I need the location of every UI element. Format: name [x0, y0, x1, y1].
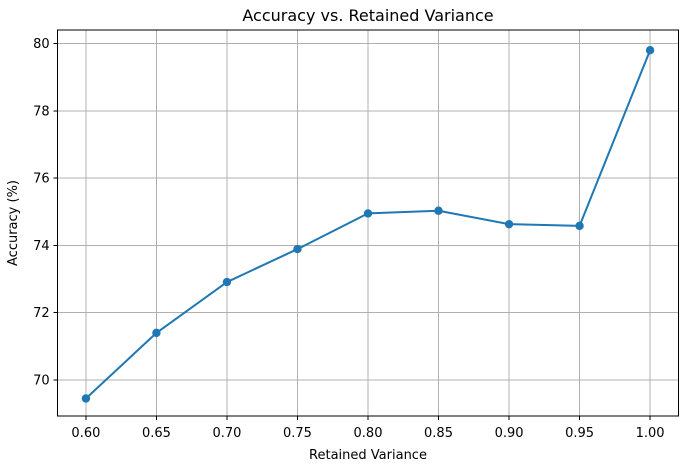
data-series	[81, 45, 655, 403]
x-tick-label: 0.65	[142, 426, 171, 441]
gridlines	[57, 30, 679, 416]
axis-ticks: 0.60 0.65 0.70 0.75 0.80 0.85 0.90 0.95 1.00 70 72…	[33, 37, 664, 441]
x-tick-label: 0.95	[565, 426, 594, 441]
data-point	[575, 221, 584, 231]
x-tick-label: 0.70	[212, 426, 241, 441]
chart-title: Accuracy vs. Retained Variance	[242, 6, 493, 25]
data-point	[293, 244, 302, 254]
data-point	[152, 328, 161, 338]
y-tick-label: 78	[33, 104, 50, 119]
y-tick-label: 70	[33, 373, 50, 388]
data-point	[645, 45, 655, 55]
y-tick-label: 72	[33, 306, 50, 321]
x-tick-label: 1.00	[636, 426, 665, 441]
y-tick-label: 74	[33, 239, 50, 254]
x-tick-label: 0.85	[424, 426, 453, 441]
data-point	[222, 277, 232, 287]
y-tick-label: 80	[33, 37, 50, 52]
x-axis-label: Retained Variance	[309, 448, 427, 463]
data-point	[363, 209, 373, 218]
data-point	[504, 219, 514, 229]
data-point	[81, 394, 91, 403]
y-axis-label: Accuracy (%)	[6, 180, 21, 266]
y-tick-label: 76	[33, 172, 50, 187]
x-tick-label: 0.90	[495, 426, 524, 441]
data-point	[434, 206, 443, 215]
x-tick-label: 0.60	[71, 426, 100, 441]
x-tick-label: 0.80	[354, 426, 383, 441]
x-tick-label: 0.75	[283, 426, 312, 441]
